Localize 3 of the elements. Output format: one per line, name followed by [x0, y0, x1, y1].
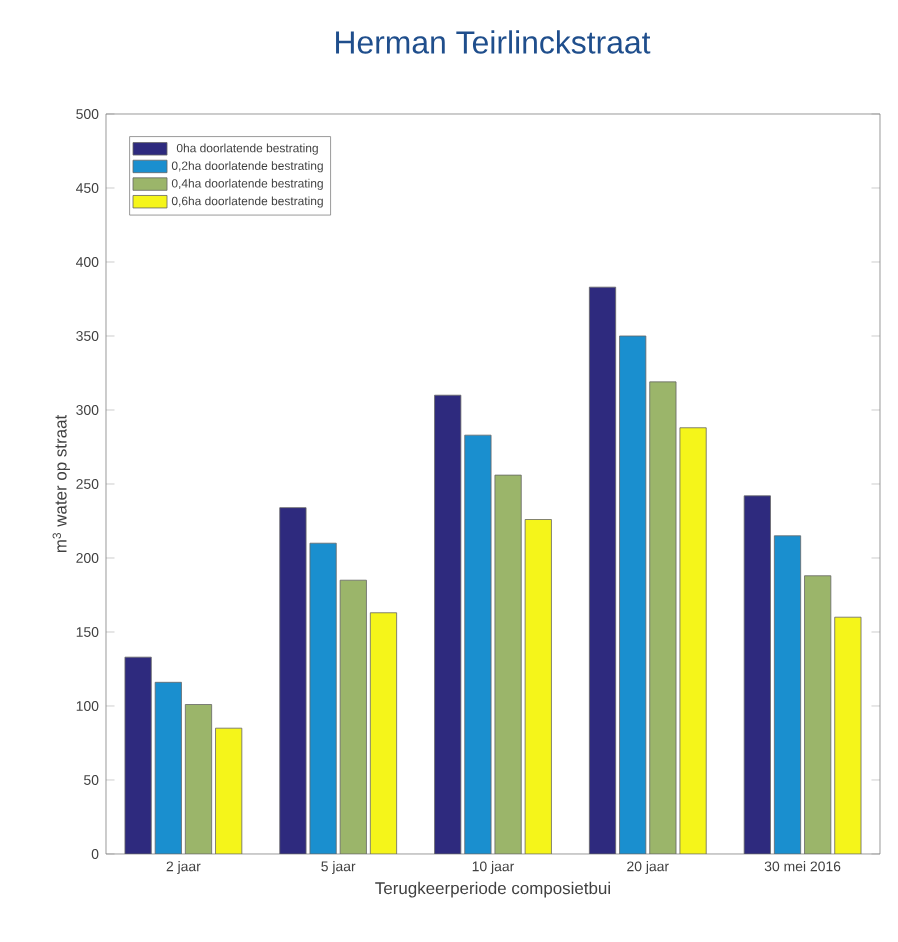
x-axis-title: Terugkeerperiode composietbui — [375, 881, 610, 898]
y-axis-title: m$^{3}$ water op straat — [52, 414, 70, 553]
chart-title: Herman Teirlinckstraat — [336, 30, 651, 54]
